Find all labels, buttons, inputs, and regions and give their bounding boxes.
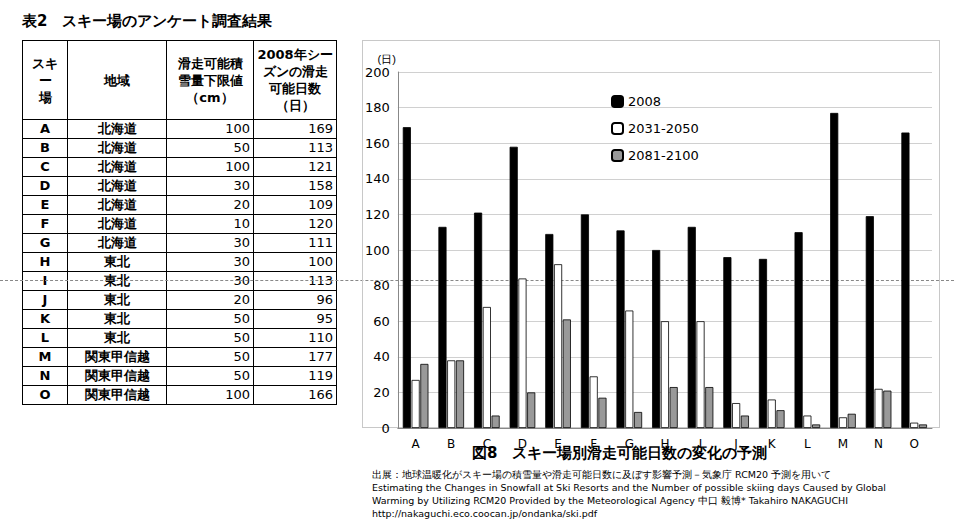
html-text:30: 30 — [233, 178, 250, 193]
html-text:109: 109 — [308, 197, 333, 212]
html-text:50: 50 — [233, 368, 250, 383]
html-text:113: 113 — [308, 273, 333, 288]
html-text:A: A — [40, 121, 50, 136]
html-text:100: 100 — [308, 254, 333, 269]
html-text:表2 スキー場のアンケート調査結果: 表2 スキー場のアンケート調査結果 — [22, 12, 273, 30]
svg-text:2031-2050: 2031-2050 — [628, 121, 699, 136]
html-text:C: C — [40, 159, 50, 174]
html-text:50: 50 — [233, 349, 250, 364]
html-text:スキー 場: スキー 場 — [32, 55, 58, 105]
html-text:158: 158 — [308, 178, 333, 193]
html-text:出展：地球温暖化がスキー場の積雪量や滑走可能日数に及ぼす影響: 出展：地球温暖化がスキー場の積雪量や滑走可能日数に及ぼす影響予測－気象庁 RCM… — [372, 469, 832, 480]
html-text:E: E — [40, 197, 50, 212]
svg-text:M: M — [838, 437, 848, 451]
svg-text:80: 80 — [373, 278, 390, 293]
html-text:M: M — [38, 349, 52, 364]
svg-text:図8 スキー場別滑走可能日数の変化の予測: 図8 スキー場別滑走可能日数の変化の予測 — [472, 444, 767, 462]
html-text:2008年シー ズンの滑走 可能日数 （日）: 2008年シー ズンの滑走 可能日数 （日） — [257, 47, 333, 113]
html-text:F: F — [40, 216, 50, 231]
html-text:D: D — [39, 178, 51, 193]
html-text:119: 119 — [308, 368, 333, 383]
svg-text:160: 160 — [365, 136, 390, 151]
html-text:G: G — [39, 235, 51, 250]
html-text:東北: 東北 — [104, 273, 130, 288]
html-text:O: O — [39, 387, 51, 402]
svg-text:(日): (日) — [377, 53, 395, 65]
html-text:東北: 東北 — [104, 330, 130, 345]
svg-text:L: L — [804, 437, 811, 451]
html-text:地域: 地域 — [104, 72, 130, 88]
html-text:50: 50 — [233, 330, 250, 345]
html-text:東北: 東北 — [104, 311, 130, 326]
html-text:K: K — [40, 311, 50, 326]
html-text:113: 113 — [308, 140, 333, 155]
html-text:東北: 東北 — [104, 254, 130, 269]
html-text:北海道: 北海道 — [97, 159, 137, 174]
html-text:北海道: 北海道 — [97, 140, 137, 155]
svg-text:0: 0 — [382, 421, 390, 436]
svg-text:200: 200 — [365, 65, 390, 80]
html-text:10: 10 — [233, 216, 250, 231]
svg-text:100: 100 — [365, 243, 390, 258]
html-text:東北: 東北 — [104, 292, 130, 307]
html-text:http://nakaguchi.eco.coocan.jp: http://nakaguchi.eco.coocan.jp/ondanka/s… — [372, 508, 598, 519]
html-text:111: 111 — [308, 235, 333, 250]
svg-text:N: N — [874, 437, 883, 451]
svg-text:40: 40 — [373, 349, 390, 364]
html-text:169: 169 — [308, 121, 333, 136]
html-text:100: 100 — [225, 387, 250, 402]
html-text:110: 110 — [308, 330, 333, 345]
html-text:Estimating the Changes in Snow: Estimating the Changes in Snowfall at Sk… — [372, 482, 886, 493]
html-text:北海道: 北海道 — [97, 178, 137, 193]
html-text:北海道: 北海道 — [97, 197, 137, 212]
html-text:B: B — [40, 140, 50, 155]
html-text:50: 50 — [233, 140, 250, 155]
svg-text:2008: 2008 — [628, 94, 661, 109]
svg-text:120: 120 — [365, 207, 390, 222]
html-text:I: I — [42, 273, 48, 288]
html-text:20: 20 — [233, 292, 250, 307]
html-text:J: J — [42, 292, 48, 307]
html-text:北海道: 北海道 — [97, 121, 137, 136]
html-text:N: N — [39, 368, 51, 383]
html-text:北海道: 北海道 — [97, 235, 137, 250]
html-text:関東甲信越: 関東甲信越 — [84, 349, 150, 364]
html-text:30: 30 — [233, 273, 250, 288]
html-text:30: 30 — [233, 235, 250, 250]
svg-text:2081-2100: 2081-2100 — [628, 148, 699, 163]
html-text:30: 30 — [233, 254, 250, 269]
svg-text:180: 180 — [365, 100, 390, 115]
html-text:L: L — [40, 330, 50, 345]
html-text:166: 166 — [308, 387, 333, 402]
html-text:121: 121 — [308, 159, 333, 174]
html-text:100: 100 — [225, 121, 250, 136]
html-text:177: 177 — [308, 349, 333, 364]
html-text:100: 100 — [225, 159, 250, 174]
svg-text:O: O — [909, 437, 918, 451]
html-text:20: 20 — [233, 197, 250, 212]
html-text:50: 50 — [233, 311, 250, 326]
svg-text:B: B — [447, 437, 455, 451]
html-text:北海道: 北海道 — [97, 216, 137, 231]
html-text:関東甲信越: 関東甲信越 — [84, 387, 150, 402]
html-text:Warming by Utilizing RCM20 Pro: Warming by Utilizing RCM20 Provided by t… — [372, 495, 848, 506]
svg-text:K: K — [768, 437, 777, 451]
html-text:120: 120 — [308, 216, 333, 231]
html-text:滑走可能積 雪量下限値 （cm）: 滑走可能積 雪量下限値 （cm） — [177, 55, 243, 105]
html-text:関東甲信越: 関東甲信越 — [84, 368, 150, 383]
html-text:95: 95 — [316, 311, 333, 326]
svg-text:A: A — [412, 437, 421, 451]
html-text:96: 96 — [316, 292, 333, 307]
svg-text:20: 20 — [373, 385, 390, 400]
svg-text:140: 140 — [365, 171, 390, 186]
html-text:H: H — [39, 254, 51, 269]
svg-text:60: 60 — [373, 314, 390, 329]
